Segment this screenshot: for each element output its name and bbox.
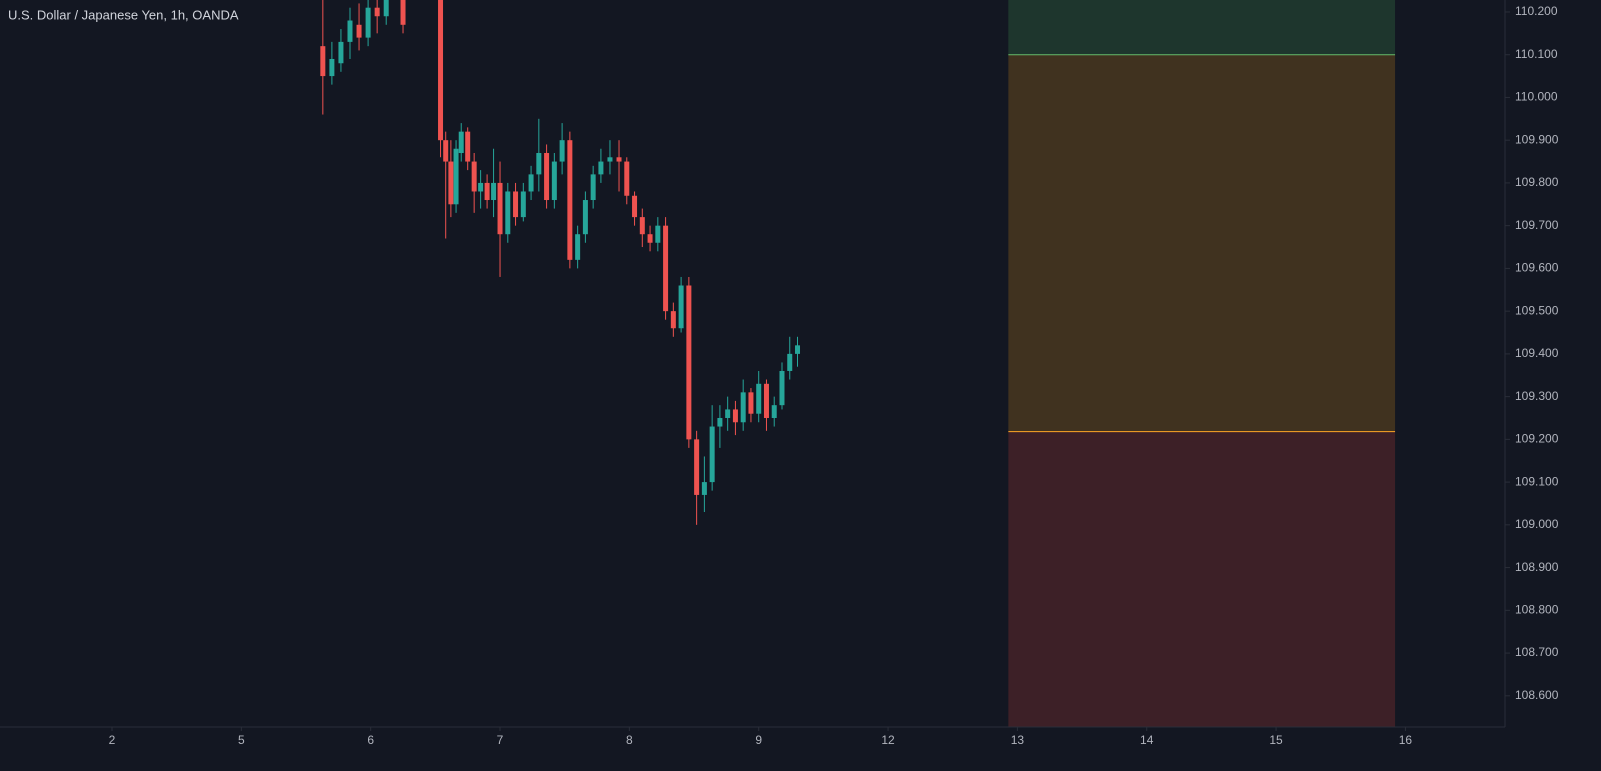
y-tick-label: 108.900 [1515,560,1559,574]
candle-body [491,182,497,201]
candle-body [771,405,777,418]
x-tick-label: 8 [626,733,633,747]
candle-body [624,161,630,196]
y-tick-label: 109.800 [1515,175,1559,189]
candle-body [374,7,380,17]
x-tick-label: 16 [1399,733,1413,747]
y-tick-label: 110.000 [1515,90,1558,104]
candle-body [795,345,801,354]
candle-body [443,140,449,162]
candle-body [400,0,406,25]
candle-body [787,353,793,371]
candle-body [471,161,477,192]
candle-body [732,409,738,423]
candle-body [458,131,464,154]
position-zone [1008,0,1396,55]
candle-body [647,234,653,243]
y-tick-label: 110.200 [1515,4,1558,18]
candle-body [686,285,692,440]
y-tick-label: 109.200 [1515,432,1559,446]
x-tick-label: 2 [109,733,116,747]
candle-body [520,191,526,218]
candle-body [567,140,573,260]
candle-body [590,174,596,201]
x-tick-label: 12 [881,733,895,747]
candle-body [365,7,371,38]
x-tick-label: 14 [1140,733,1154,747]
candle-body [670,311,676,329]
y-tick-label: 109.700 [1515,218,1559,232]
y-tick-label: 109.000 [1515,517,1559,531]
candle-body [655,225,661,243]
y-tick-label: 109.600 [1515,261,1559,275]
x-tick-label: 6 [367,733,374,747]
candle-body [678,285,684,329]
y-tick-label: 108.600 [1515,688,1559,702]
candle-body [598,161,604,175]
y-tick-label: 109.900 [1515,132,1559,146]
candle-body [575,234,581,260]
position-zone [1008,431,1396,727]
candle-body [559,140,565,162]
candle-body [725,409,731,418]
candle-body [484,182,490,201]
candle-body [438,0,444,141]
candle-body [763,383,769,418]
candle-body [356,24,362,38]
candle-body [536,153,542,175]
candle-body [701,482,707,495]
y-tick-label: 109.100 [1515,474,1559,488]
candle-body [513,191,519,218]
plot-area [320,0,1396,727]
candle-body [329,58,335,77]
candle-body [740,392,746,423]
candle-body [347,20,353,42]
candle-body [448,161,454,205]
candle-body [505,191,511,235]
candle-body [551,161,557,201]
x-tick-label: 13 [1011,733,1025,747]
candle-body [717,417,723,427]
candle-body [709,426,715,483]
candle-body [607,157,613,162]
candle-body [383,0,389,17]
y-tick-label: 109.500 [1515,303,1559,317]
candle-body [320,46,326,77]
candle-body [756,383,762,414]
candle-body [616,157,622,162]
y-tick-label: 108.800 [1515,602,1559,616]
x-tick-label: 5 [238,733,245,747]
y-tick-label: 109.400 [1515,346,1559,360]
candle-body [465,131,471,162]
candle-body [582,200,588,235]
candle-body [478,182,484,192]
candle-body [453,148,459,205]
y-tick-label: 110.100 [1515,47,1558,61]
chart-title: U.S. Dollar / Japanese Yen, 1h, OANDA [8,7,239,22]
candle-body [497,182,503,235]
x-tick-label: 15 [1269,733,1283,747]
candle-body [632,195,638,218]
x-tick-label: 7 [497,733,504,747]
candle-body [779,370,785,406]
y-tick-label: 109.300 [1515,389,1559,403]
candle-body [639,217,645,235]
candle-body [528,174,534,192]
candle-body [748,392,754,414]
candle-body [694,439,700,495]
y-tick-label: 108.700 [1515,645,1559,659]
candle-body [338,41,344,64]
x-tick-label: 9 [755,733,762,747]
candle-body [544,153,550,201]
candle-body [663,225,669,312]
position-zone [1008,54,1396,432]
